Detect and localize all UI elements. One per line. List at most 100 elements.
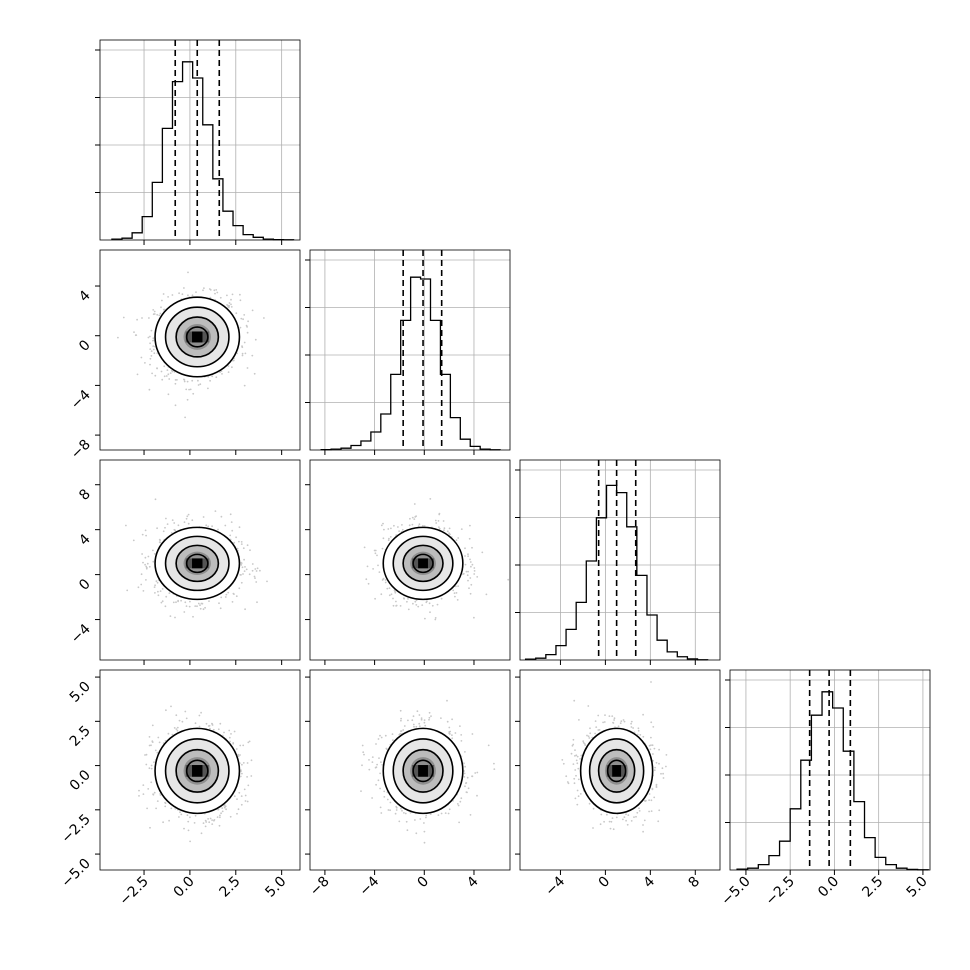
scatter-point <box>449 730 452 733</box>
scatter-point <box>403 725 406 727</box>
scatter-point <box>156 367 158 369</box>
scatter-point <box>594 720 597 722</box>
contour-line <box>185 553 209 574</box>
scatter-point <box>418 722 421 725</box>
contour-line <box>597 748 636 793</box>
scatter-point <box>440 597 443 600</box>
scatter-point <box>437 814 440 816</box>
scatter-point <box>259 569 261 572</box>
density-cell <box>418 558 428 569</box>
scatter-point <box>209 379 211 382</box>
scatter-point <box>158 538 161 541</box>
scatter-point <box>152 339 154 342</box>
scatter-point <box>371 756 374 758</box>
scatter-point <box>622 818 624 821</box>
scatter-point <box>379 787 381 790</box>
axes-frame <box>729 669 931 871</box>
scatter-point <box>448 808 451 811</box>
scatter-point <box>191 294 194 297</box>
scatter-point <box>403 597 405 599</box>
scatter-point <box>459 800 462 803</box>
density-cell <box>612 765 622 777</box>
scatter-point <box>165 375 168 377</box>
scatter-point <box>382 537 385 540</box>
scatter-point <box>236 798 238 800</box>
scatter-point <box>401 809 403 812</box>
histogram-panel <box>515 459 721 665</box>
scatter-point <box>448 726 451 729</box>
scatter-point <box>376 554 378 557</box>
scatter-point <box>444 812 447 814</box>
scatter-point <box>418 725 421 728</box>
scatter-point <box>437 520 440 522</box>
scatter-point <box>254 577 256 579</box>
scatter-point <box>574 755 576 757</box>
scatter-point <box>662 777 665 779</box>
scatter-point <box>361 744 364 747</box>
scatter-point <box>161 299 163 302</box>
scatter-point <box>186 814 189 817</box>
scatter-point <box>650 736 652 739</box>
scatter-point <box>126 589 129 592</box>
scatter-point <box>589 732 592 735</box>
scatter-point <box>235 748 238 750</box>
scatter-point <box>574 749 576 751</box>
axes-frame <box>99 669 301 871</box>
scatter-point <box>155 580 158 583</box>
scatter-point <box>470 565 472 568</box>
x-tick-label: 0.0 <box>171 874 198 901</box>
scatter-point <box>645 799 647 802</box>
scatter-point <box>240 581 243 584</box>
scatter-point <box>241 772 243 775</box>
scatter-point <box>434 519 437 522</box>
scatter-point <box>588 737 591 739</box>
scatter-point <box>140 583 143 586</box>
scatter-point <box>173 522 176 524</box>
scatter-point <box>377 779 380 782</box>
scatter-point <box>465 570 468 573</box>
scatter-point <box>367 582 370 585</box>
scatter-point <box>586 734 588 737</box>
scatter-point <box>457 537 460 539</box>
scatter-point <box>241 566 244 569</box>
scatter-point <box>394 591 397 594</box>
scatter-point <box>648 799 650 801</box>
scatter-point <box>428 602 431 605</box>
scatter-point <box>145 534 147 537</box>
scatter-point <box>493 762 495 765</box>
scatter-point <box>197 384 200 386</box>
scatter-point <box>187 513 190 516</box>
scatter-point <box>463 772 466 775</box>
scatter-point <box>637 729 640 732</box>
scatter-point <box>466 791 468 794</box>
scatter-point <box>240 574 242 576</box>
scatter-point <box>493 768 496 770</box>
scatter-point <box>158 541 161 544</box>
scatter-point <box>158 741 161 744</box>
scatter-point <box>238 791 241 794</box>
scatter-point <box>428 718 430 721</box>
scatter-point <box>242 573 244 575</box>
scatter-point <box>633 816 635 818</box>
scatter-point <box>642 735 645 738</box>
scatter-point <box>597 729 600 731</box>
scatter-point <box>239 299 242 302</box>
scatter-point <box>152 345 155 347</box>
scatter-point <box>391 733 394 735</box>
scatter-point <box>398 820 401 823</box>
scatter-point <box>436 603 439 606</box>
scatter-point <box>451 737 454 740</box>
scatter-point <box>361 764 363 767</box>
scatter-point <box>224 596 227 598</box>
density-panel <box>305 459 511 665</box>
scatter-point <box>183 287 185 289</box>
scatter-point <box>434 618 437 621</box>
scatter-point <box>610 820 613 823</box>
scatter-point <box>232 592 235 595</box>
scatter-point <box>651 744 654 747</box>
scatter-point <box>654 766 656 769</box>
scatter-point <box>152 348 155 351</box>
scatter-point <box>383 528 385 531</box>
scatter-point <box>251 354 254 357</box>
scatter-point <box>465 782 467 785</box>
